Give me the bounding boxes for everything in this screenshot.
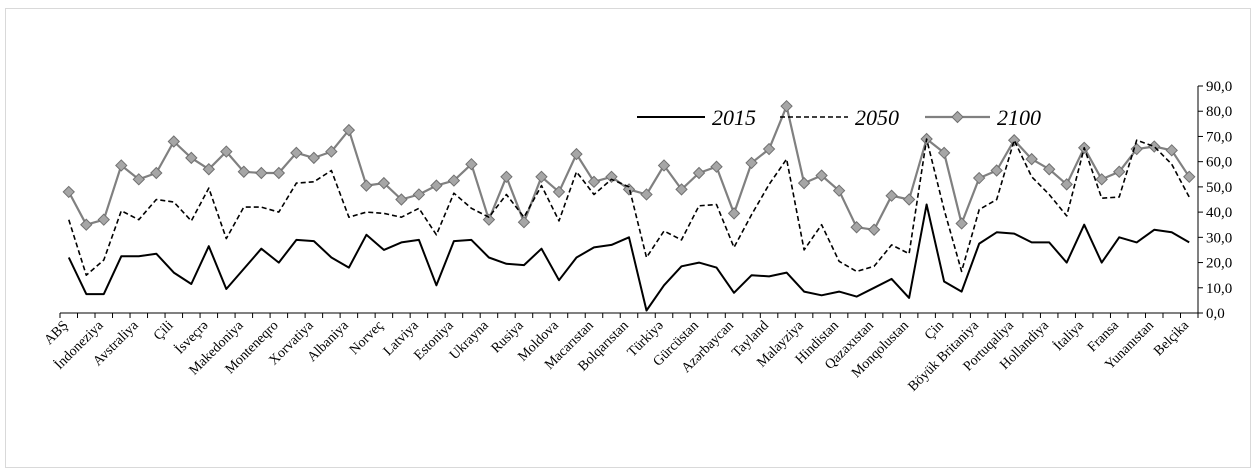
data-point: [675, 183, 688, 196]
y-tick-label: 70,0: [1206, 129, 1232, 145]
x-tick-label: İtaliya: [1050, 317, 1087, 354]
data-point: [1113, 165, 1126, 178]
data-point: [1060, 178, 1073, 191]
data-point: [587, 175, 601, 189]
data-point: [167, 135, 181, 148]
x-tick-label: ABŞ: [42, 318, 72, 348]
data-point: [657, 159, 671, 172]
data-point: [97, 213, 110, 226]
data-point: [1007, 134, 1021, 147]
data-point: [972, 171, 986, 185]
y-tick-label: 80,0: [1206, 104, 1232, 120]
data-point: [762, 142, 776, 156]
x-tick-label: Çin: [922, 318, 947, 343]
data-point: [447, 174, 461, 187]
data-point: [395, 193, 408, 206]
x-tick-label: Ukrayna: [447, 318, 492, 363]
legend-marker: [951, 110, 964, 124]
data-point: [342, 123, 356, 137]
data-point: [797, 176, 811, 190]
data-point: [902, 193, 916, 206]
legend-item-2050: 2050: [780, 105, 899, 130]
chart-legend: 2015 2050 2100: [637, 105, 1041, 130]
data-point: [482, 213, 496, 226]
y-tick-label: 0,0: [1206, 306, 1225, 322]
data-point: [1095, 173, 1108, 186]
data-point: [307, 151, 321, 165]
data-point: [937, 146, 951, 160]
data-point: [1042, 163, 1056, 176]
legend-label: 2100: [997, 105, 1041, 130]
data-point: [115, 159, 128, 172]
data-point: [850, 221, 863, 234]
data-point: [710, 160, 723, 173]
data-point: [150, 166, 163, 180]
series-layer: [62, 99, 1196, 312]
y-tick-label: 20,0: [1206, 256, 1232, 272]
legend-item-2100: 2100: [925, 105, 1041, 130]
data-point: [640, 188, 653, 201]
series-2015: [67, 203, 1190, 312]
data-point: [727, 207, 741, 220]
x-tick-label: Çili: [151, 318, 177, 344]
y-tick-label: 50,0: [1206, 180, 1232, 196]
legend-item-2015: 2015: [637, 105, 756, 130]
data-point: [360, 179, 373, 192]
data-point: [570, 147, 583, 161]
data-point: [1183, 170, 1196, 184]
data-point: [815, 169, 828, 182]
data-point: [832, 184, 846, 197]
data-point: [535, 170, 548, 184]
data-point: [202, 163, 216, 176]
data-point: [885, 189, 898, 202]
y-tick-label: 60,0: [1206, 155, 1232, 171]
data-point: [955, 217, 968, 230]
series-line-2015: [67, 203, 1190, 312]
data-point: [412, 188, 426, 201]
data-point: [62, 185, 75, 199]
data-point: [465, 157, 478, 171]
y-tick-label: 40,0: [1206, 205, 1232, 221]
x-tick-label: Norveç: [347, 318, 387, 358]
data-point: [430, 179, 443, 192]
y-tick-label: 10,0: [1206, 281, 1232, 297]
data-point: [780, 99, 793, 113]
data-point: [185, 151, 198, 165]
series-2050: [68, 138, 1190, 277]
data-point: [1130, 142, 1143, 156]
data-point: [605, 170, 618, 184]
series-2100: [62, 99, 1196, 236]
data-point: [552, 185, 566, 199]
data-point: [237, 165, 251, 178]
data-point: [1025, 152, 1038, 166]
data-point: [517, 215, 531, 229]
data-point: [132, 173, 145, 186]
legend-label: 2050: [855, 105, 899, 130]
legend-label: 2015: [712, 105, 756, 130]
data-point: [1165, 144, 1178, 157]
y-tick-label: 90,0: [1206, 79, 1232, 95]
data-point: [255, 166, 268, 180]
data-point: [745, 156, 758, 170]
data-point: [622, 183, 636, 196]
data-point: [272, 166, 286, 180]
series-line-2050: [68, 138, 1190, 277]
data-point: [220, 145, 233, 158]
data-point: [867, 223, 881, 236]
data-point: [500, 170, 513, 184]
data-point: [325, 145, 338, 158]
data-point: [377, 176, 391, 190]
data-point: [80, 218, 93, 231]
data-point: [290, 146, 303, 160]
x-tick-label: Belçika: [1151, 318, 1192, 359]
data-point: [692, 166, 706, 180]
y-tick-label: 30,0: [1206, 230, 1232, 246]
data-point: [990, 164, 1003, 177]
